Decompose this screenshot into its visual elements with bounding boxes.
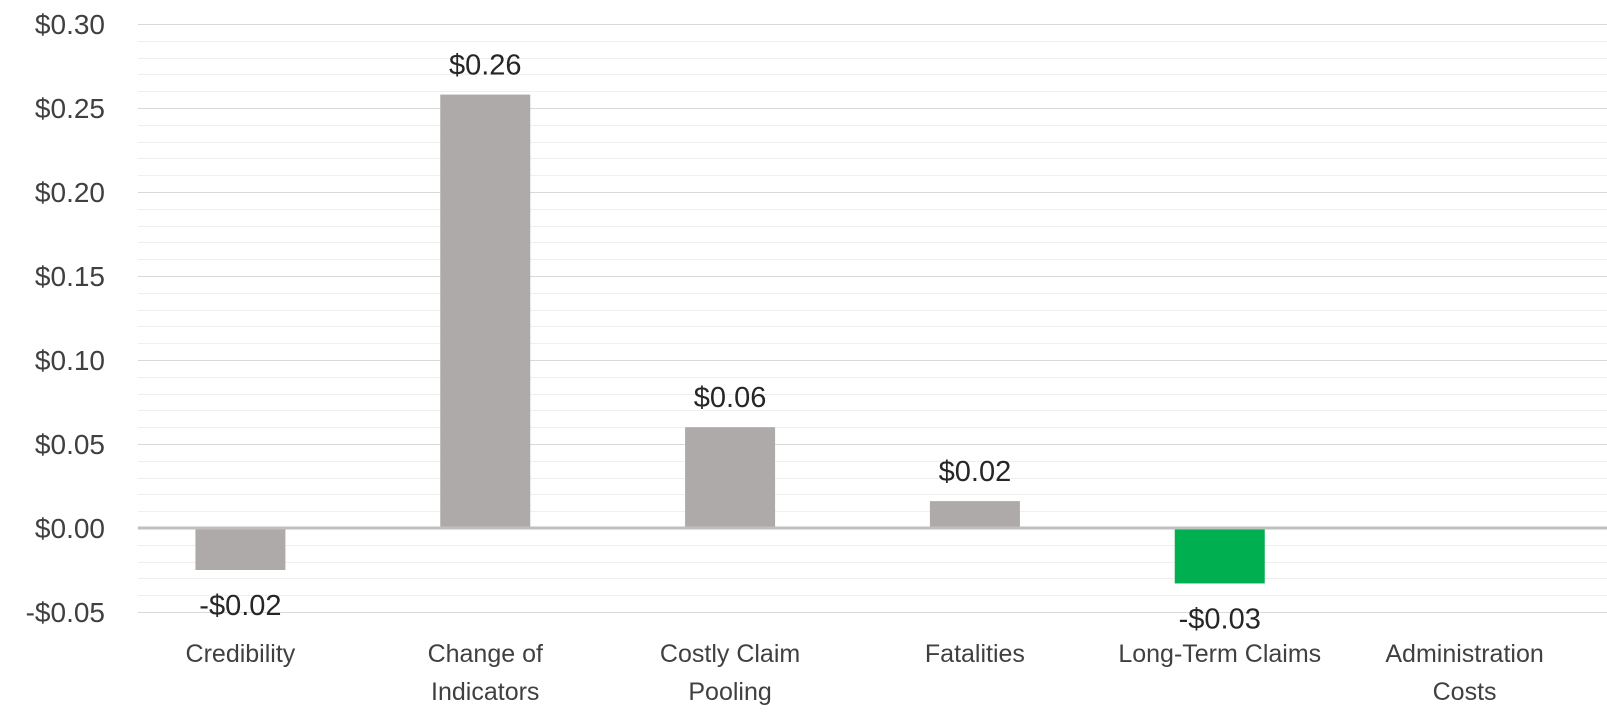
- bar: [1174, 528, 1265, 584]
- y-tick-label: $0.05: [35, 429, 105, 460]
- data-label: $0.26: [449, 50, 522, 82]
- y-tick-label: $0.15: [35, 261, 105, 292]
- data-labels: -$0.02 $0.26 $0.06 $0.02 -$0.03: [199, 50, 1261, 636]
- y-tick-label: $0.25: [35, 93, 105, 124]
- bar: [440, 94, 531, 528]
- y-tick-label: $0.00: [35, 513, 105, 544]
- x-tick-label: Costly Claim: [660, 640, 800, 668]
- gridlines: [138, 24, 1607, 613]
- bar: [929, 501, 1020, 528]
- bar: [195, 528, 286, 570]
- x-tick-label: Long-Term Claims: [1118, 640, 1321, 668]
- x-tick-label: Credibility: [186, 640, 296, 668]
- data-label: $0.02: [939, 456, 1012, 488]
- x-tick-label: Costs: [1433, 678, 1497, 706]
- x-tick-label: Fatalities: [925, 640, 1025, 668]
- y-tick-label: $0.30: [35, 9, 105, 40]
- y-tick-label: $0.20: [35, 177, 105, 208]
- x-tick-label: Pooling: [688, 678, 771, 706]
- x-tick-label: Indicators: [431, 678, 539, 706]
- x-tick-label: Change of: [428, 640, 543, 668]
- data-label: $0.06: [694, 382, 767, 414]
- y-tick-label: -$0.05: [26, 597, 105, 628]
- y-tick-label: $0.10: [35, 345, 105, 376]
- y-axis: -$0.05 $0.00 $0.05 $0.10 $0.15 $0.20 $0.25 $0.3…: [26, 9, 105, 628]
- bar: [685, 427, 776, 528]
- x-tick-label: Administration: [1385, 640, 1543, 668]
- x-axis: Credibility Change of Indicators Costly Cla…: [186, 640, 1544, 706]
- bars: [195, 94, 1265, 584]
- data-label: -$0.03: [1179, 603, 1261, 635]
- data-label: -$0.02: [199, 590, 281, 622]
